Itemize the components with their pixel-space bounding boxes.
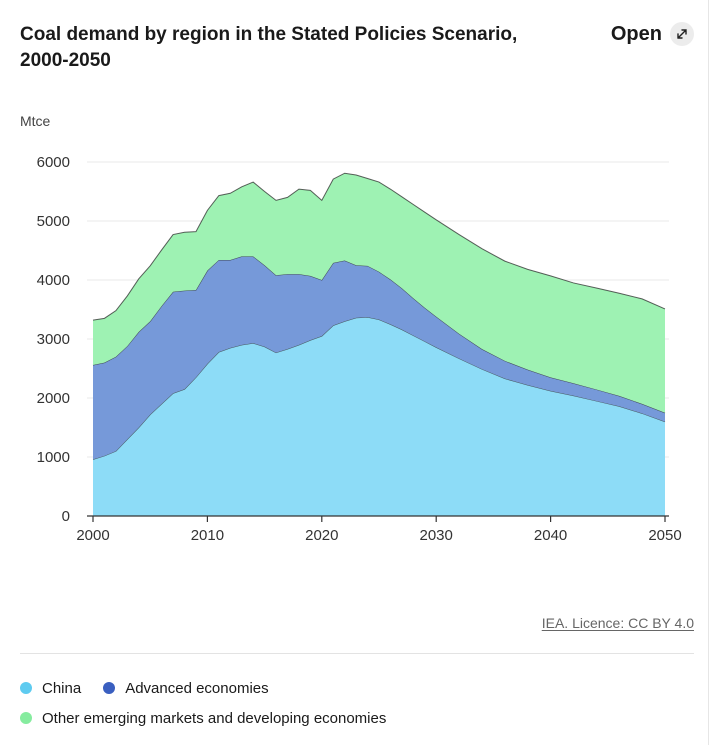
legend-dot-other-emde	[20, 712, 32, 724]
y-tick-label: 5000	[37, 213, 70, 230]
legend-label-other-emde: Other emerging markets and developing ec…	[42, 709, 387, 727]
legend-item-advanced-economies[interactable]: Advanced economies	[103, 679, 269, 697]
chart-title: Coal demand by region in the Stated Poli…	[20, 24, 518, 71]
y-tick-label: 1000	[37, 449, 70, 466]
legend-divider	[20, 653, 694, 654]
legend-row: Other emerging markets and developing ec…	[20, 703, 690, 733]
y-tick-label: 6000	[37, 154, 70, 171]
area-other-emde-outline	[92, 172, 666, 321]
area-china	[93, 317, 665, 516]
x-tick-label: 2010	[191, 527, 224, 544]
legend-item-china[interactable]: China	[20, 680, 81, 697]
open-button[interactable]: Open	[611, 22, 694, 46]
source-licence-link[interactable]: IEA. Licence: CC BY 4.0	[541, 615, 694, 631]
area-advanced-economies	[93, 256, 665, 460]
y-axis-unit: Mtce	[20, 113, 51, 129]
x-tick-label: 2000	[76, 527, 109, 544]
legend-row: China Advanced economies	[20, 673, 690, 703]
axis-layer: 0 1000 2000 3000 4000 5000 6000 2000 2010 2020 203…	[37, 154, 682, 544]
x-tick-label: 2020	[305, 527, 338, 544]
y-tick-label: 4000	[37, 272, 70, 289]
x-tick-label: 2050	[648, 527, 681, 544]
legend-label-china: China	[42, 679, 82, 697]
coal-demand-chart: 0 1000 2000 3000 4000 5000 6000 2000 2010 2020 203…	[37, 154, 682, 544]
legend-item-other-emde[interactable]: Other emerging markets and developing ec…	[20, 710, 386, 727]
y-tick-label: 2000	[37, 390, 70, 407]
x-tick-label: 2030	[420, 527, 453, 544]
x-tick-label: 2040	[534, 527, 567, 544]
legend-dot-advanced-economies	[103, 682, 116, 694]
y-tick-label: 3000	[37, 331, 70, 348]
legend-label-advanced-economies: Advanced economies	[125, 679, 269, 697]
open-label: Open	[610, 22, 662, 45]
y-tick-label: 0	[62, 508, 70, 525]
expand-arrow-icon	[670, 22, 694, 46]
area-layer	[92, 172, 666, 516]
legend: China Advanced economies Other emerging …	[20, 673, 690, 733]
legend-dot-china	[20, 682, 32, 694]
area-other-emde	[93, 173, 665, 413]
